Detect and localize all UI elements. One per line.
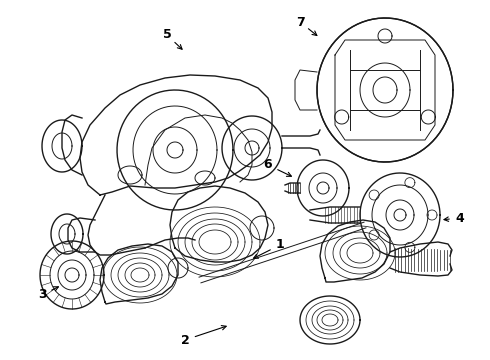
Text: 2: 2 (181, 333, 189, 346)
Text: 5: 5 (163, 28, 172, 41)
Text: 3: 3 (38, 288, 47, 302)
Text: 4: 4 (456, 211, 465, 225)
Text: 1: 1 (275, 238, 284, 252)
Text: 7: 7 (295, 15, 304, 28)
Text: 6: 6 (264, 158, 272, 171)
